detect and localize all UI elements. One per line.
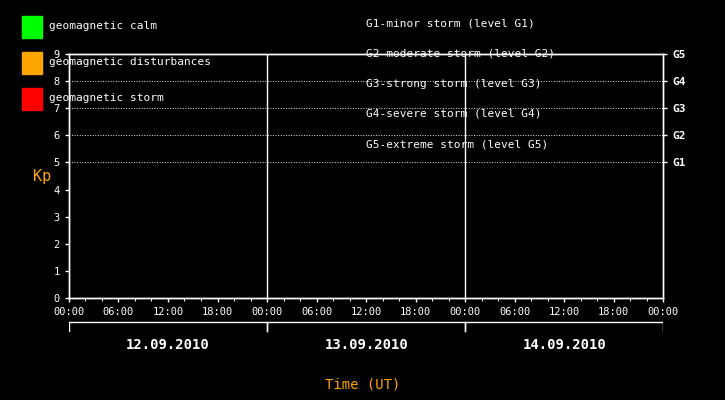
Text: 14.09.2010: 14.09.2010 xyxy=(523,338,606,352)
Text: G1-minor storm (level G1): G1-minor storm (level G1) xyxy=(366,19,535,29)
Text: geomagnetic disturbances: geomagnetic disturbances xyxy=(49,57,211,67)
Text: G5-extreme storm (level G5): G5-extreme storm (level G5) xyxy=(366,139,548,149)
Text: Time (UT): Time (UT) xyxy=(325,377,400,391)
Text: G4-severe storm (level G4): G4-severe storm (level G4) xyxy=(366,109,542,119)
Text: geomagnetic calm: geomagnetic calm xyxy=(49,21,157,31)
Text: G3-strong storm (level G3): G3-strong storm (level G3) xyxy=(366,79,542,89)
Y-axis label: Kp: Kp xyxy=(33,168,51,184)
Text: 12.09.2010: 12.09.2010 xyxy=(126,338,210,352)
Text: geomagnetic storm: geomagnetic storm xyxy=(49,93,164,103)
Text: 13.09.2010: 13.09.2010 xyxy=(324,338,408,352)
Text: G2-moderate storm (level G2): G2-moderate storm (level G2) xyxy=(366,49,555,59)
